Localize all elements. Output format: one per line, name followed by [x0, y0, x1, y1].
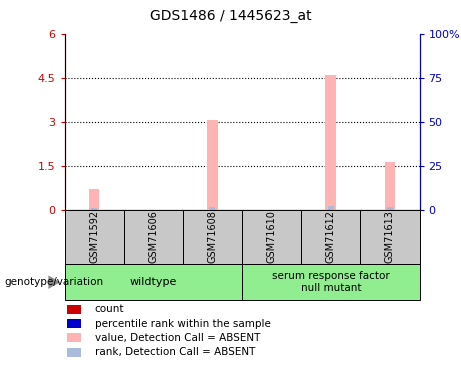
Bar [183, 210, 242, 264]
Bar [325, 75, 336, 210]
Bar [91, 208, 97, 210]
Bar [65, 264, 242, 300]
Text: genotype/variation: genotype/variation [5, 277, 104, 287]
Bar [65, 210, 124, 264]
Bar [387, 207, 393, 210]
Text: GSM71613: GSM71613 [385, 210, 395, 262]
Text: GSM71592: GSM71592 [89, 210, 99, 262]
Text: serum response factor
null mutant: serum response factor null mutant [272, 272, 390, 293]
Bar [207, 120, 218, 210]
Text: GSM71606: GSM71606 [148, 210, 158, 262]
Bar [242, 210, 301, 264]
Bar [242, 264, 420, 300]
Text: count: count [95, 304, 124, 314]
Text: wildtype: wildtype [130, 277, 177, 287]
Text: percentile rank within the sample: percentile rank within the sample [95, 319, 271, 328]
Bar [209, 207, 215, 210]
Bar [361, 210, 420, 264]
Text: value, Detection Call = ABSENT: value, Detection Call = ABSENT [95, 333, 260, 343]
Text: GDS1486 / 1445623_at: GDS1486 / 1445623_at [150, 9, 311, 23]
Text: rank, Detection Call = ABSENT: rank, Detection Call = ABSENT [95, 347, 255, 357]
Bar [124, 210, 183, 264]
Bar [301, 210, 361, 264]
Bar [328, 207, 334, 210]
Text: GSM71612: GSM71612 [326, 210, 336, 262]
Bar [89, 189, 100, 210]
Text: GSM71608: GSM71608 [207, 210, 218, 262]
Text: GSM71610: GSM71610 [266, 210, 277, 262]
Bar [384, 162, 395, 210]
